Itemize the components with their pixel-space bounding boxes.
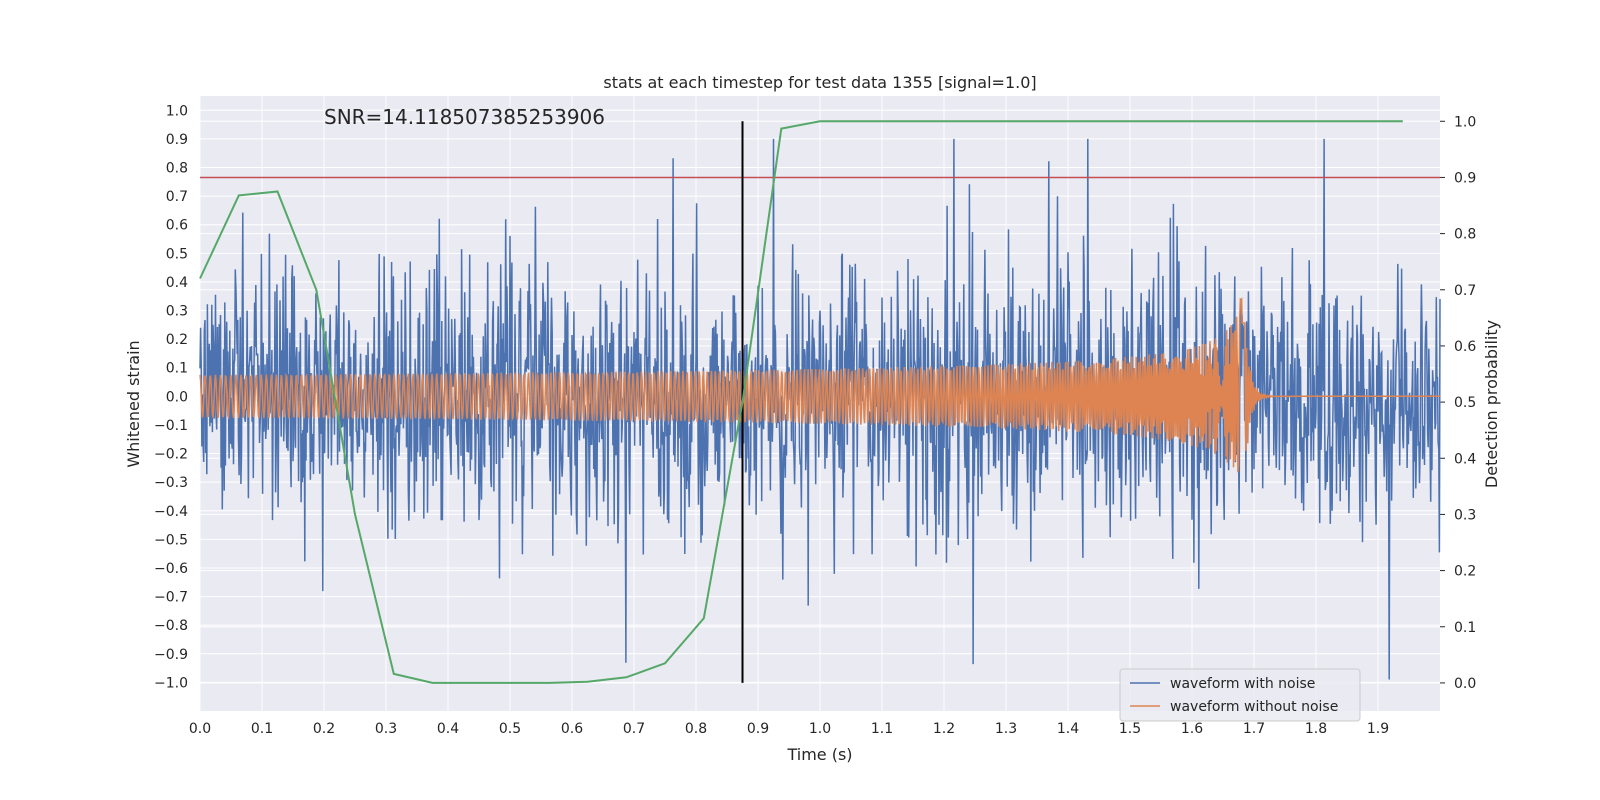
x-tick-label: 0.9 bbox=[747, 721, 769, 737]
y-left-tick-label: −0.6 bbox=[154, 561, 188, 577]
y-left-tick-label: −0.7 bbox=[154, 590, 188, 606]
y-left-tick-label: −0.5 bbox=[154, 532, 188, 548]
y-axis-right-label: Detection probability bbox=[1482, 320, 1501, 488]
y-right-tick-label: 0.1 bbox=[1454, 620, 1476, 636]
y-axis-left-label: Whitened strain bbox=[124, 340, 143, 467]
x-tick-label: 1.4 bbox=[1057, 721, 1079, 737]
x-tick-label: 1.5 bbox=[1119, 721, 1141, 737]
y-left-tick-label: 0.9 bbox=[166, 132, 188, 148]
x-tick-label: 1.6 bbox=[1181, 721, 1203, 737]
x-tick-label: 1.1 bbox=[871, 721, 893, 737]
y-left-tick-label: 0.0 bbox=[166, 389, 188, 405]
x-tick-label: 0.2 bbox=[313, 721, 335, 737]
y-left-tick-label: 1.0 bbox=[166, 103, 188, 119]
y-right-tick-label: 0.0 bbox=[1454, 676, 1476, 692]
x-tick-label: 0.3 bbox=[375, 721, 397, 737]
x-tick-label: 0.7 bbox=[623, 721, 645, 737]
waveform-without-noise-line bbox=[199, 297, 1440, 473]
legend-label-without-noise: waveform without noise bbox=[1170, 699, 1338, 715]
x-tick-label: 0.4 bbox=[437, 721, 459, 737]
x-axis-label: Time (s) bbox=[786, 745, 852, 764]
snr-annotation: SNR=14.118507385253906 bbox=[324, 105, 605, 129]
x-tick-label: 1.0 bbox=[809, 721, 831, 737]
y-right-tick-label: 0.9 bbox=[1454, 170, 1476, 186]
y-left-tick-label: −0.8 bbox=[154, 618, 188, 634]
y-left-tick-label: 0.5 bbox=[166, 246, 188, 262]
y-right-tick-label: 0.2 bbox=[1454, 564, 1476, 580]
x-tick-label: 1.3 bbox=[995, 721, 1017, 737]
x-tick-label: 0.6 bbox=[561, 721, 583, 737]
axes-text: 0.0 0.1 0.2 0.3 0.4 0.5 0.6 0.7 0.8 0.9 1.0 1.1 1.2 1… bbox=[154, 103, 1476, 737]
x-tick-label: 0.8 bbox=[685, 721, 707, 737]
x-tick-label: 0.0 bbox=[189, 721, 211, 737]
y-right-tick-label: 0.7 bbox=[1454, 283, 1476, 299]
y-left-tick-label: 0.1 bbox=[166, 361, 188, 377]
y-left-tick-label: 0.2 bbox=[166, 332, 188, 348]
x-tick-label: 1.8 bbox=[1305, 721, 1327, 737]
x-tick-label: 0.1 bbox=[251, 721, 273, 737]
y-right-tick-label: 0.4 bbox=[1454, 451, 1476, 467]
legend-label-with-noise: waveform with noise bbox=[1170, 676, 1315, 692]
legend: waveform with noise waveform without noi… bbox=[1119, 668, 1361, 722]
y-right-tick-label: 0.3 bbox=[1454, 507, 1476, 523]
x-tick-label: 1.9 bbox=[1367, 721, 1389, 737]
y-left-tick-label: −0.9 bbox=[154, 647, 188, 663]
y-right-tick-label: 0.5 bbox=[1454, 395, 1476, 411]
y-left-tick-label: −0.1 bbox=[154, 418, 188, 434]
legend-box bbox=[1119, 668, 1361, 722]
y-left-tick-label: −1.0 bbox=[154, 675, 188, 691]
overlay-group bbox=[199, 120, 1440, 684]
y-left-tick-label: −0.4 bbox=[154, 504, 188, 520]
y-left-tick-label: 0.8 bbox=[166, 161, 188, 177]
y-right-tick-label: 0.8 bbox=[1454, 227, 1476, 243]
x-tick-label: 1.2 bbox=[933, 721, 955, 737]
y-left-tick-label: −0.2 bbox=[154, 447, 188, 463]
detection-probability-line bbox=[199, 120, 1403, 684]
y-left-tick-label: 0.4 bbox=[166, 275, 188, 291]
x-tick-label: 0.5 bbox=[499, 721, 521, 737]
y-right-tick-label: 1.0 bbox=[1454, 114, 1476, 130]
y-right-tick-label: 0.6 bbox=[1454, 339, 1476, 355]
chart-title: stats at each timestep for test data 135… bbox=[603, 73, 1036, 92]
y-left-tick-label: 0.6 bbox=[166, 218, 188, 234]
waveform-without-noise-group bbox=[199, 297, 1440, 473]
y-left-tick-label: −0.3 bbox=[154, 475, 188, 491]
y-left-tick-label: 0.7 bbox=[166, 189, 188, 205]
x-tick-label: 1.7 bbox=[1243, 721, 1265, 737]
y-left-tick-label: 0.3 bbox=[166, 304, 188, 320]
